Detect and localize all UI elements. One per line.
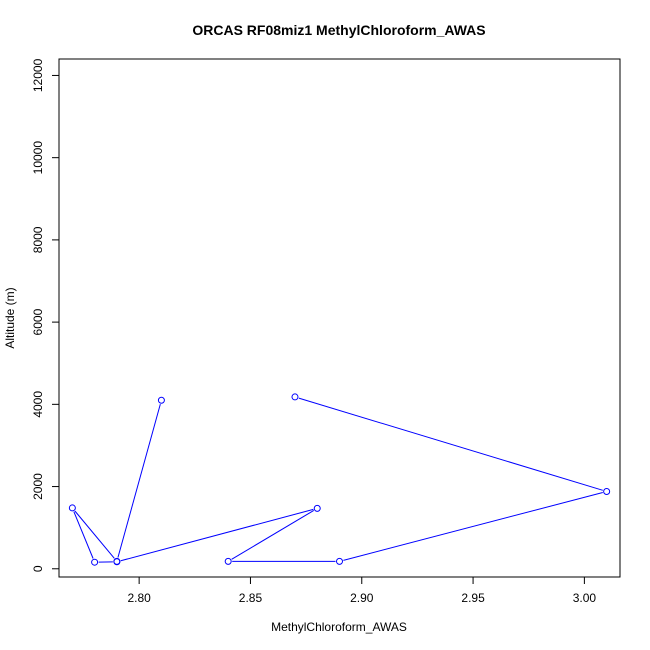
series-segment	[120, 508, 314, 562]
data-point	[68, 504, 76, 512]
data-point	[336, 557, 343, 565]
data-point	[224, 557, 232, 565]
data-point	[91, 558, 99, 566]
x-axis: 2.80 2.85 2.90 2.95 3.00	[127, 577, 596, 605]
data-point	[291, 393, 299, 401]
series-segment	[73, 511, 94, 559]
series-segment	[231, 509, 315, 560]
y-tick-label: 10000	[31, 141, 45, 175]
x-tick-label: 2.95	[461, 591, 485, 605]
x-tick-label: 2.85	[239, 591, 263, 605]
series-layer	[68, 393, 611, 566]
x-tick-label: 2.90	[350, 591, 374, 605]
series-segment	[343, 492, 603, 561]
series-segment	[298, 397, 603, 491]
series-segment	[117, 403, 161, 558]
y-tick-label: 4000	[31, 391, 45, 418]
data-point	[313, 504, 321, 512]
y-axis: 0 2000 4000 6000 8000 10000 12000	[31, 58, 59, 572]
y-tick-label: 8000	[31, 226, 45, 253]
x-tick-label: 2.80	[127, 591, 151, 605]
x-axis-label: MethylChloroform_AWAS	[271, 620, 407, 634]
series-segment	[74, 510, 115, 559]
plot-frame	[58, 58, 621, 578]
chart-title: ORCAS RF08miz1 MethylChloroform_AWAS	[192, 22, 485, 38]
y-axis-label: Altitude (m)	[3, 287, 17, 348]
x-tick-label: 3.00	[573, 591, 597, 605]
y-tick-label: 6000	[31, 308, 45, 335]
y-tick-label: 2000	[31, 473, 45, 500]
data-point	[113, 558, 121, 566]
y-tick-label: 12000	[31, 58, 45, 92]
y-tick-label: 0	[31, 565, 45, 572]
data-point	[157, 396, 165, 404]
data-point	[603, 487, 611, 495]
